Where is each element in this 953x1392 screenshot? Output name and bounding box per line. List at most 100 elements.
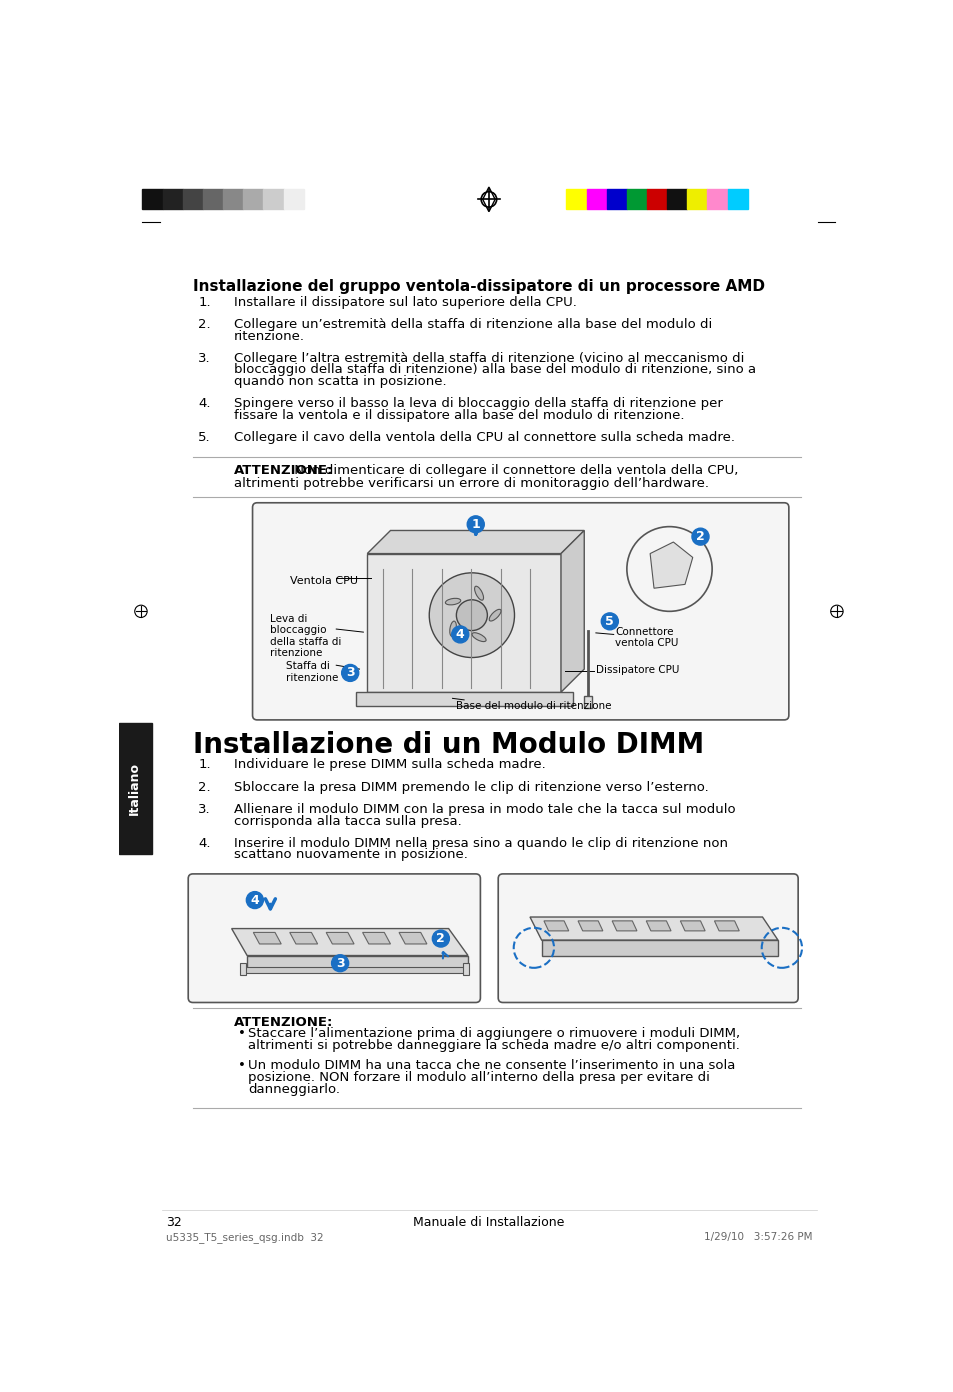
Text: Staccare l’alimentazione prima di aggiungere o rimuovere i moduli DIMM,: Staccare l’alimentazione prima di aggiun… bbox=[248, 1027, 740, 1040]
Text: Staffa di
ritenzione: Staffa di ritenzione bbox=[286, 661, 338, 683]
Circle shape bbox=[691, 528, 708, 546]
Text: 1/29/10   3:57:26 PM: 1/29/10 3:57:26 PM bbox=[703, 1232, 812, 1242]
Text: Individuare le prese DIMM sulla scheda madre.: Individuare le prese DIMM sulla scheda m… bbox=[233, 759, 545, 771]
Bar bbox=[646, 189, 666, 209]
Text: Collegare un’estremità della staffa di ritenzione alla base del modulo di: Collegare un’estremità della staffa di r… bbox=[233, 317, 712, 331]
Text: •: • bbox=[237, 1027, 246, 1040]
Bar bbox=[183, 189, 203, 209]
Ellipse shape bbox=[449, 621, 456, 636]
Polygon shape bbox=[649, 541, 692, 589]
Bar bbox=[566, 189, 586, 209]
Text: 3.: 3. bbox=[198, 803, 211, 816]
Ellipse shape bbox=[474, 586, 483, 600]
Text: Installazione di un Modulo DIMM: Installazione di un Modulo DIMM bbox=[193, 731, 703, 759]
Polygon shape bbox=[612, 922, 637, 931]
Text: Non dimenticare di collegare il connettore della ventola della CPU,: Non dimenticare di collegare il connetto… bbox=[290, 465, 738, 477]
Bar bbox=[243, 189, 263, 209]
Bar bbox=[462, 963, 468, 974]
Text: altrimenti si potrebbe danneggiare la scheda madre e/o altri componenti.: altrimenti si potrebbe danneggiare la sc… bbox=[248, 1038, 739, 1052]
Polygon shape bbox=[290, 933, 317, 944]
Polygon shape bbox=[714, 922, 739, 931]
Text: Base del modulo di ritenzione: Base del modulo di ritenzione bbox=[456, 702, 611, 711]
Text: 3: 3 bbox=[346, 667, 355, 679]
Polygon shape bbox=[398, 933, 427, 944]
Text: Installare il dissipatore sul lato superiore della CPU.: Installare il dissipatore sul lato super… bbox=[233, 295, 577, 309]
Text: 5.: 5. bbox=[198, 432, 211, 444]
Text: Connettore
ventola CPU: Connettore ventola CPU bbox=[615, 626, 678, 649]
Polygon shape bbox=[367, 554, 560, 692]
Circle shape bbox=[332, 955, 348, 972]
Text: Manuale di Installazione: Manuale di Installazione bbox=[413, 1215, 564, 1229]
Polygon shape bbox=[645, 922, 670, 931]
Text: 4: 4 bbox=[456, 628, 464, 640]
Bar bbox=[666, 189, 686, 209]
Text: 1.: 1. bbox=[198, 295, 211, 309]
Polygon shape bbox=[578, 922, 602, 931]
Text: Collegare il cavo della ventola della CPU al connettore sulla scheda madre.: Collegare il cavo della ventola della CP… bbox=[233, 432, 734, 444]
Circle shape bbox=[626, 526, 711, 611]
Text: danneggiarlo.: danneggiarlo. bbox=[248, 1083, 339, 1096]
Circle shape bbox=[456, 600, 487, 631]
Bar bbox=[223, 189, 243, 209]
Text: Installazione del gruppo ventola-dissipatore di un processore AMD: Installazione del gruppo ventola-dissipa… bbox=[193, 278, 764, 294]
Polygon shape bbox=[560, 530, 583, 692]
Text: altrimenti potrebbe verificarsi un errore di monitoraggio dell’hardware.: altrimenti potrebbe verificarsi un error… bbox=[233, 477, 708, 490]
Bar bbox=[142, 189, 162, 209]
Bar bbox=[240, 963, 246, 974]
Ellipse shape bbox=[445, 599, 460, 606]
FancyBboxPatch shape bbox=[188, 874, 480, 1002]
Text: u5335_T5_series_qsg.indb  32: u5335_T5_series_qsg.indb 32 bbox=[166, 1232, 323, 1243]
Bar bbox=[606, 189, 626, 209]
Text: ritenzione.: ritenzione. bbox=[233, 330, 305, 342]
Bar bbox=[586, 189, 606, 209]
Polygon shape bbox=[367, 530, 583, 554]
Text: Leva di
bloccaggio
della staffa di
ritenzione: Leva di bloccaggio della staffa di riten… bbox=[270, 614, 341, 658]
Text: 1.: 1. bbox=[198, 759, 211, 771]
Bar bbox=[727, 189, 747, 209]
Text: 1: 1 bbox=[471, 518, 479, 530]
Polygon shape bbox=[253, 933, 281, 944]
Polygon shape bbox=[362, 933, 390, 944]
Text: 32: 32 bbox=[166, 1215, 181, 1229]
Bar bbox=[243, 967, 468, 973]
Text: 4.: 4. bbox=[198, 837, 211, 851]
Bar bbox=[355, 692, 572, 706]
Text: 5: 5 bbox=[605, 615, 614, 628]
Text: Spingere verso il basso la leva di bloccaggio della staffa di ritenzione per: Spingere verso il basso la leva di blocc… bbox=[233, 397, 722, 411]
Text: Italiano: Italiano bbox=[128, 761, 141, 814]
Text: Collegare l’altra estremità della staffa di ritenzione (vicino al meccanismo di: Collegare l’altra estremità della staffa… bbox=[233, 352, 743, 365]
Polygon shape bbox=[247, 955, 468, 972]
Ellipse shape bbox=[489, 610, 500, 621]
FancyBboxPatch shape bbox=[253, 503, 788, 720]
Text: Un modulo DIMM ha una tacca che ne consente l’inserimento in una sola: Un modulo DIMM ha una tacca che ne conse… bbox=[248, 1059, 735, 1072]
Text: 2: 2 bbox=[436, 933, 445, 945]
FancyBboxPatch shape bbox=[497, 874, 798, 1002]
Circle shape bbox=[600, 612, 618, 629]
Text: Sbloccare la presa DIMM premendo le clip di ritenzione verso l’esterno.: Sbloccare la presa DIMM premendo le clip… bbox=[233, 781, 708, 793]
Polygon shape bbox=[543, 922, 568, 931]
Text: 3.: 3. bbox=[198, 352, 211, 365]
Ellipse shape bbox=[472, 633, 486, 642]
Bar bbox=[626, 189, 646, 209]
Text: 4: 4 bbox=[251, 894, 259, 906]
Bar bbox=[583, 696, 592, 707]
Text: Allienare il modulo DIMM con la presa in modo tale che la tacca sul modulo: Allienare il modulo DIMM con la presa in… bbox=[233, 803, 735, 816]
Text: ATTENZIONE:: ATTENZIONE: bbox=[233, 1016, 333, 1029]
Text: Dissipatore CPU: Dissipatore CPU bbox=[596, 665, 679, 675]
Circle shape bbox=[429, 574, 514, 657]
Text: fissare la ventola e il dissipatore alla base del modulo di ritenzione.: fissare la ventola e il dissipatore alla… bbox=[233, 409, 683, 422]
Text: 4.: 4. bbox=[198, 397, 211, 411]
Text: Ventola CPU: Ventola CPU bbox=[290, 575, 357, 586]
Text: scattano nuovamente in posizione.: scattano nuovamente in posizione. bbox=[233, 849, 467, 862]
Text: 3: 3 bbox=[335, 956, 344, 970]
Bar bbox=[283, 189, 303, 209]
Text: ATTENZIONE:: ATTENZIONE: bbox=[233, 465, 333, 477]
Bar bbox=[707, 189, 727, 209]
Polygon shape bbox=[530, 917, 778, 940]
Text: bloccaggio della staffa di ritenzione) alla base del modulo di ritenzione, sino : bloccaggio della staffa di ritenzione) a… bbox=[233, 363, 756, 376]
Polygon shape bbox=[326, 933, 354, 944]
Text: 2: 2 bbox=[696, 530, 704, 543]
Bar bbox=[162, 189, 183, 209]
Text: quando non scatta in posizione.: quando non scatta in posizione. bbox=[233, 374, 446, 388]
Polygon shape bbox=[541, 940, 778, 955]
